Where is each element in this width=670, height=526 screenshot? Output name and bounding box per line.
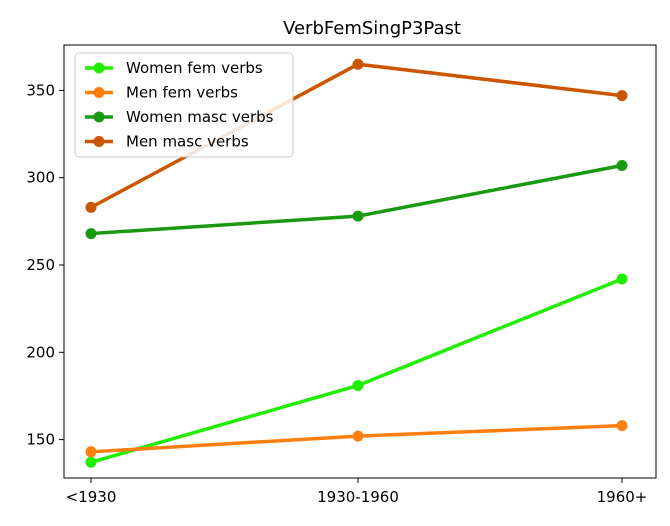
data-point — [616, 273, 628, 285]
data-point — [352, 379, 364, 391]
chart-title: VerbFemSingP3Past — [283, 18, 461, 39]
y-tick-label: 300 — [26, 169, 55, 187]
legend-swatch-marker — [93, 62, 105, 74]
legend-label: Men masc verbs — [126, 133, 249, 151]
series-1 — [85, 420, 628, 458]
legend-label: Men fem verbs — [126, 84, 238, 102]
legend-swatch-marker — [93, 111, 105, 123]
x-axis: <1930 1930-1960 1960+ — [66, 478, 648, 506]
x-tick-label: 1960+ — [597, 488, 648, 506]
legend: Women fem verbs Men fem verbs Women masc v… — [74, 52, 294, 158]
y-tick-label: 150 — [26, 431, 55, 449]
plot-area — [63, 44, 657, 479]
data-point — [616, 90, 628, 102]
legend-label: Women fem verbs — [126, 59, 263, 77]
data-point — [352, 430, 364, 442]
y-tick-label: 200 — [26, 343, 55, 361]
y-tick-label: 350 — [26, 81, 55, 99]
data-point — [85, 201, 97, 213]
series-line — [89, 163, 624, 236]
data-point — [616, 159, 628, 171]
y-axis: 150 200 250 300 350 — [26, 81, 64, 449]
data-point — [85, 456, 97, 468]
data-point — [352, 58, 364, 70]
legend-swatch-marker — [93, 136, 105, 147]
legend-swatch-marker — [93, 87, 105, 98]
data-point — [85, 446, 97, 458]
y-tick-label: 250 — [26, 256, 55, 274]
series-0 — [85, 273, 628, 468]
data-point — [352, 210, 364, 222]
series-2 — [85, 159, 628, 240]
legend-label: Women masc verbs — [126, 108, 274, 126]
x-tick-label: <1930 — [66, 488, 117, 506]
data-point — [616, 420, 628, 432]
series-layer — [85, 58, 628, 468]
series-3 — [85, 58, 628, 213]
data-point — [85, 228, 97, 240]
x-tick-label: 1930-1960 — [317, 488, 399, 506]
legend-box — [74, 52, 294, 158]
